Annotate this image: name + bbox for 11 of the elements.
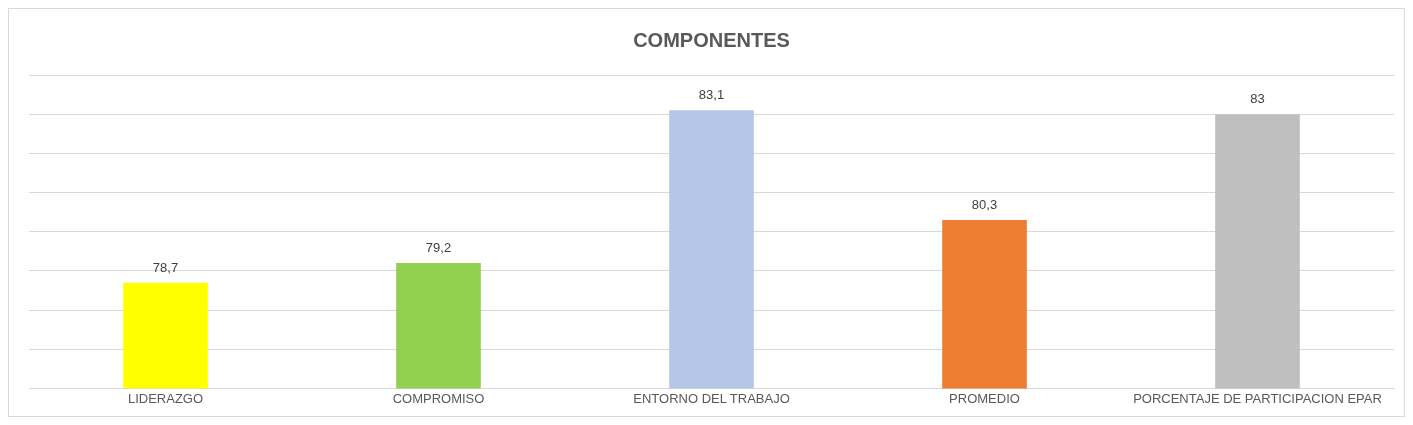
data-label: 83,1 <box>698 87 725 103</box>
x-tick-label: PORCENTAJE DE PARTICIPACION EPAR <box>1133 390 1382 406</box>
x-tick-label: ENTORNO DEL TRABAJO <box>633 390 790 406</box>
data-label: 79,2 <box>425 240 452 256</box>
chart-title: COMPONENTES <box>633 28 790 51</box>
x-tick-label: COMPROMISO <box>392 390 485 406</box>
x-tick-label: PROMEDIO <box>949 390 1020 406</box>
data-label: 78,7 <box>152 259 179 275</box>
x-tick-label: LIDERAZGO <box>127 390 204 406</box>
data-label: 80,3 <box>971 197 998 213</box>
data-label: 83 <box>1250 91 1265 107</box>
